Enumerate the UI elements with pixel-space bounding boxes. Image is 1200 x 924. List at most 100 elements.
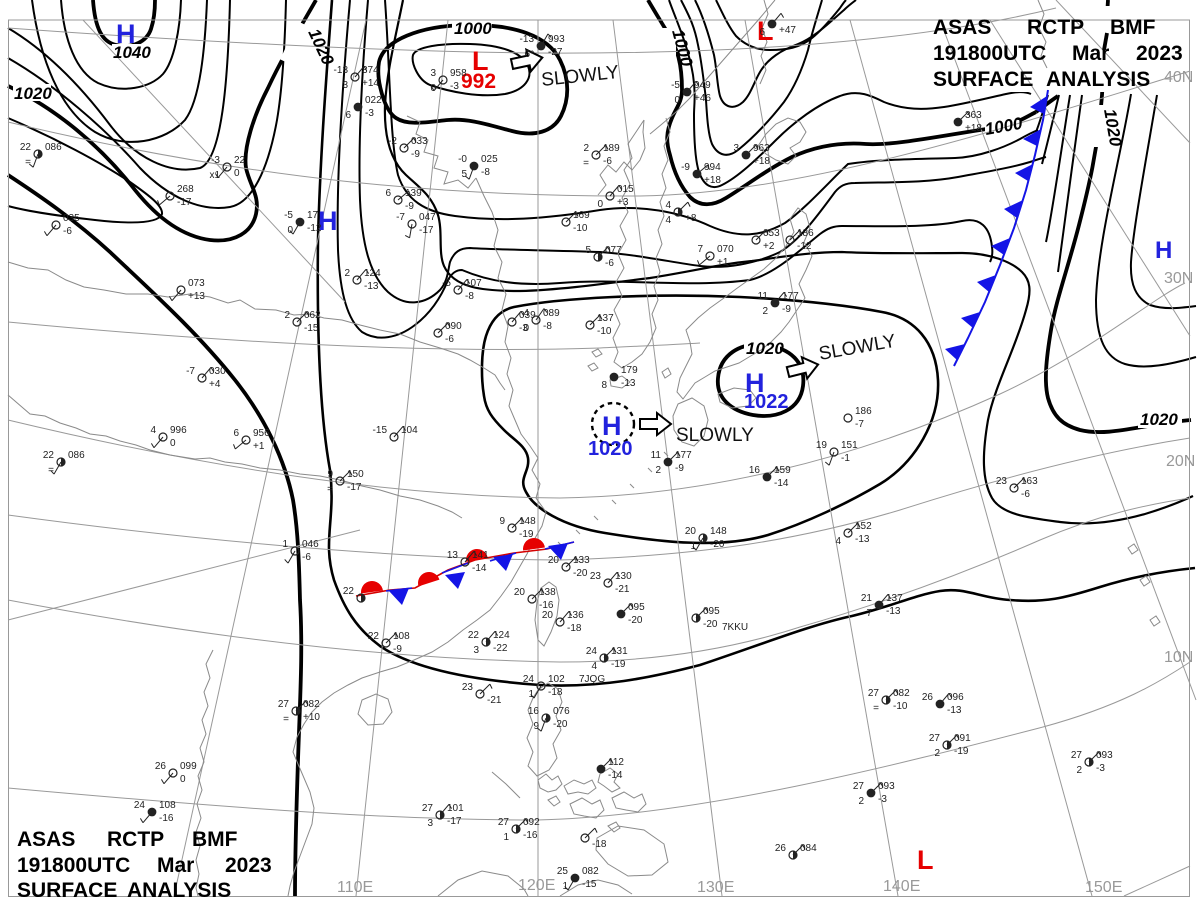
svg-text:=: = [873,703,879,714]
svg-text:+3: +3 [617,197,629,208]
svg-text:-3: -3 [1096,763,1105,774]
svg-text:RCTP: RCTP [107,828,164,851]
svg-text:+10: +10 [303,712,320,723]
svg-text:3: 3 [733,143,739,154]
svg-text:23: 23 [996,476,1008,487]
svg-text:1000: 1000 [454,19,492,38]
svg-text:-15: -15 [373,425,388,436]
svg-text:Mar: Mar [157,854,194,877]
svg-text:ANALYSIS: ANALYSIS [127,879,231,902]
svg-text:22: 22 [234,155,246,166]
svg-text:062: 062 [304,310,321,321]
svg-text:963: 963 [753,143,770,154]
svg-text:191800UTC: 191800UTC [17,854,130,877]
svg-text:-6: -6 [302,552,311,563]
svg-text:-13: -13 [520,34,535,45]
svg-text:086: 086 [68,450,85,461]
svg-text:-22: -22 [493,643,508,654]
svg-text:015: 015 [617,184,634,195]
svg-text:19: 19 [816,440,828,451]
svg-text:082: 082 [303,699,320,710]
svg-text:996: 996 [170,425,187,436]
svg-text:093: 093 [878,781,895,792]
svg-text:H: H [745,368,765,398]
svg-text:+14: +14 [362,78,379,89]
svg-text:=: = [25,157,31,168]
svg-text:374: 374 [362,65,379,76]
svg-text:958: 958 [450,68,467,79]
svg-text:4: 4 [665,200,671,211]
svg-text:2: 2 [1076,765,1082,776]
svg-text:-13: -13 [621,378,636,389]
svg-text:956: 956 [253,428,270,439]
svg-text:-18: -18 [548,687,563,698]
svg-text:24: 24 [523,674,535,685]
svg-text:9: 9 [533,721,539,732]
svg-text:26: 26 [155,761,167,772]
svg-text:ANALYSIS: ANALYSIS [1046,68,1150,91]
svg-text:-10: -10 [597,326,612,337]
svg-text:104: 104 [401,425,418,436]
svg-text:-5: -5 [284,210,293,221]
svg-text:23: 23 [462,682,474,693]
svg-text:SURFACE: SURFACE [933,68,1033,91]
svg-text:-9: -9 [411,149,420,160]
svg-text:7: 7 [866,608,872,619]
svg-text:-16: -16 [523,830,538,841]
svg-text:20N: 20N [1166,453,1195,470]
svg-text:4: 4 [523,308,529,319]
svg-text:150E: 150E [1085,879,1122,896]
svg-text:27: 27 [853,781,865,792]
svg-text:090: 090 [445,321,462,332]
svg-text:-6: -6 [63,226,72,237]
svg-text:+46: +46 [694,93,711,104]
svg-text:-9: -9 [675,463,684,474]
svg-text:RCTP: RCTP [1027,16,1084,39]
svg-text:120E: 120E [518,877,555,894]
svg-text:2: 2 [934,748,940,759]
svg-text:022: 022 [365,95,382,106]
svg-text:7JQG: 7JQG [579,674,605,685]
svg-text:025: 025 [481,154,498,165]
svg-text:152: 152 [855,521,872,532]
svg-text:x1: x1 [209,170,220,181]
svg-text:27: 27 [929,733,941,744]
svg-text:1020: 1020 [588,438,633,460]
svg-text:3: 3 [342,80,348,91]
svg-text:-20: -20 [628,615,643,626]
svg-text:139: 139 [405,188,422,199]
svg-text:0: 0 [234,168,240,179]
svg-text:949: 949 [694,80,711,91]
svg-text:-9: -9 [681,162,690,173]
svg-text:1020: 1020 [746,339,784,358]
svg-text:131: 131 [611,646,628,657]
svg-text:2023: 2023 [1136,42,1183,65]
svg-text:130E: 130E [697,879,734,896]
svg-text:2: 2 [655,465,661,476]
svg-text:1020: 1020 [14,84,52,103]
svg-text:-8: -8 [465,291,474,302]
svg-text:+2: +2 [763,241,775,252]
svg-text:ASAS: ASAS [933,16,991,39]
svg-text:095: 095 [703,606,720,617]
svg-text:1040: 1040 [113,43,151,62]
svg-text:186: 186 [797,228,814,239]
svg-text:SURFACE: SURFACE [17,879,117,902]
svg-text:0: 0 [180,774,186,785]
svg-text:096: 096 [947,692,964,703]
svg-text:089: 089 [543,308,560,319]
svg-text:-17: -17 [177,197,192,208]
svg-text:099: 099 [180,761,197,772]
svg-text:102: 102 [548,674,565,685]
svg-text:+8: +8 [685,213,697,224]
svg-text:-15: -15 [304,323,319,334]
svg-text:-16: -16 [539,600,554,611]
svg-text:039: 039 [519,310,536,321]
svg-text:6: 6 [233,428,239,439]
svg-text:-27: -27 [548,47,563,58]
svg-text:-3: -3 [365,108,374,119]
svg-text:110E: 110E [337,879,373,896]
svg-text:046: 046 [302,539,319,550]
svg-text:27: 27 [1071,750,1083,761]
svg-text:093: 093 [1096,750,1113,761]
